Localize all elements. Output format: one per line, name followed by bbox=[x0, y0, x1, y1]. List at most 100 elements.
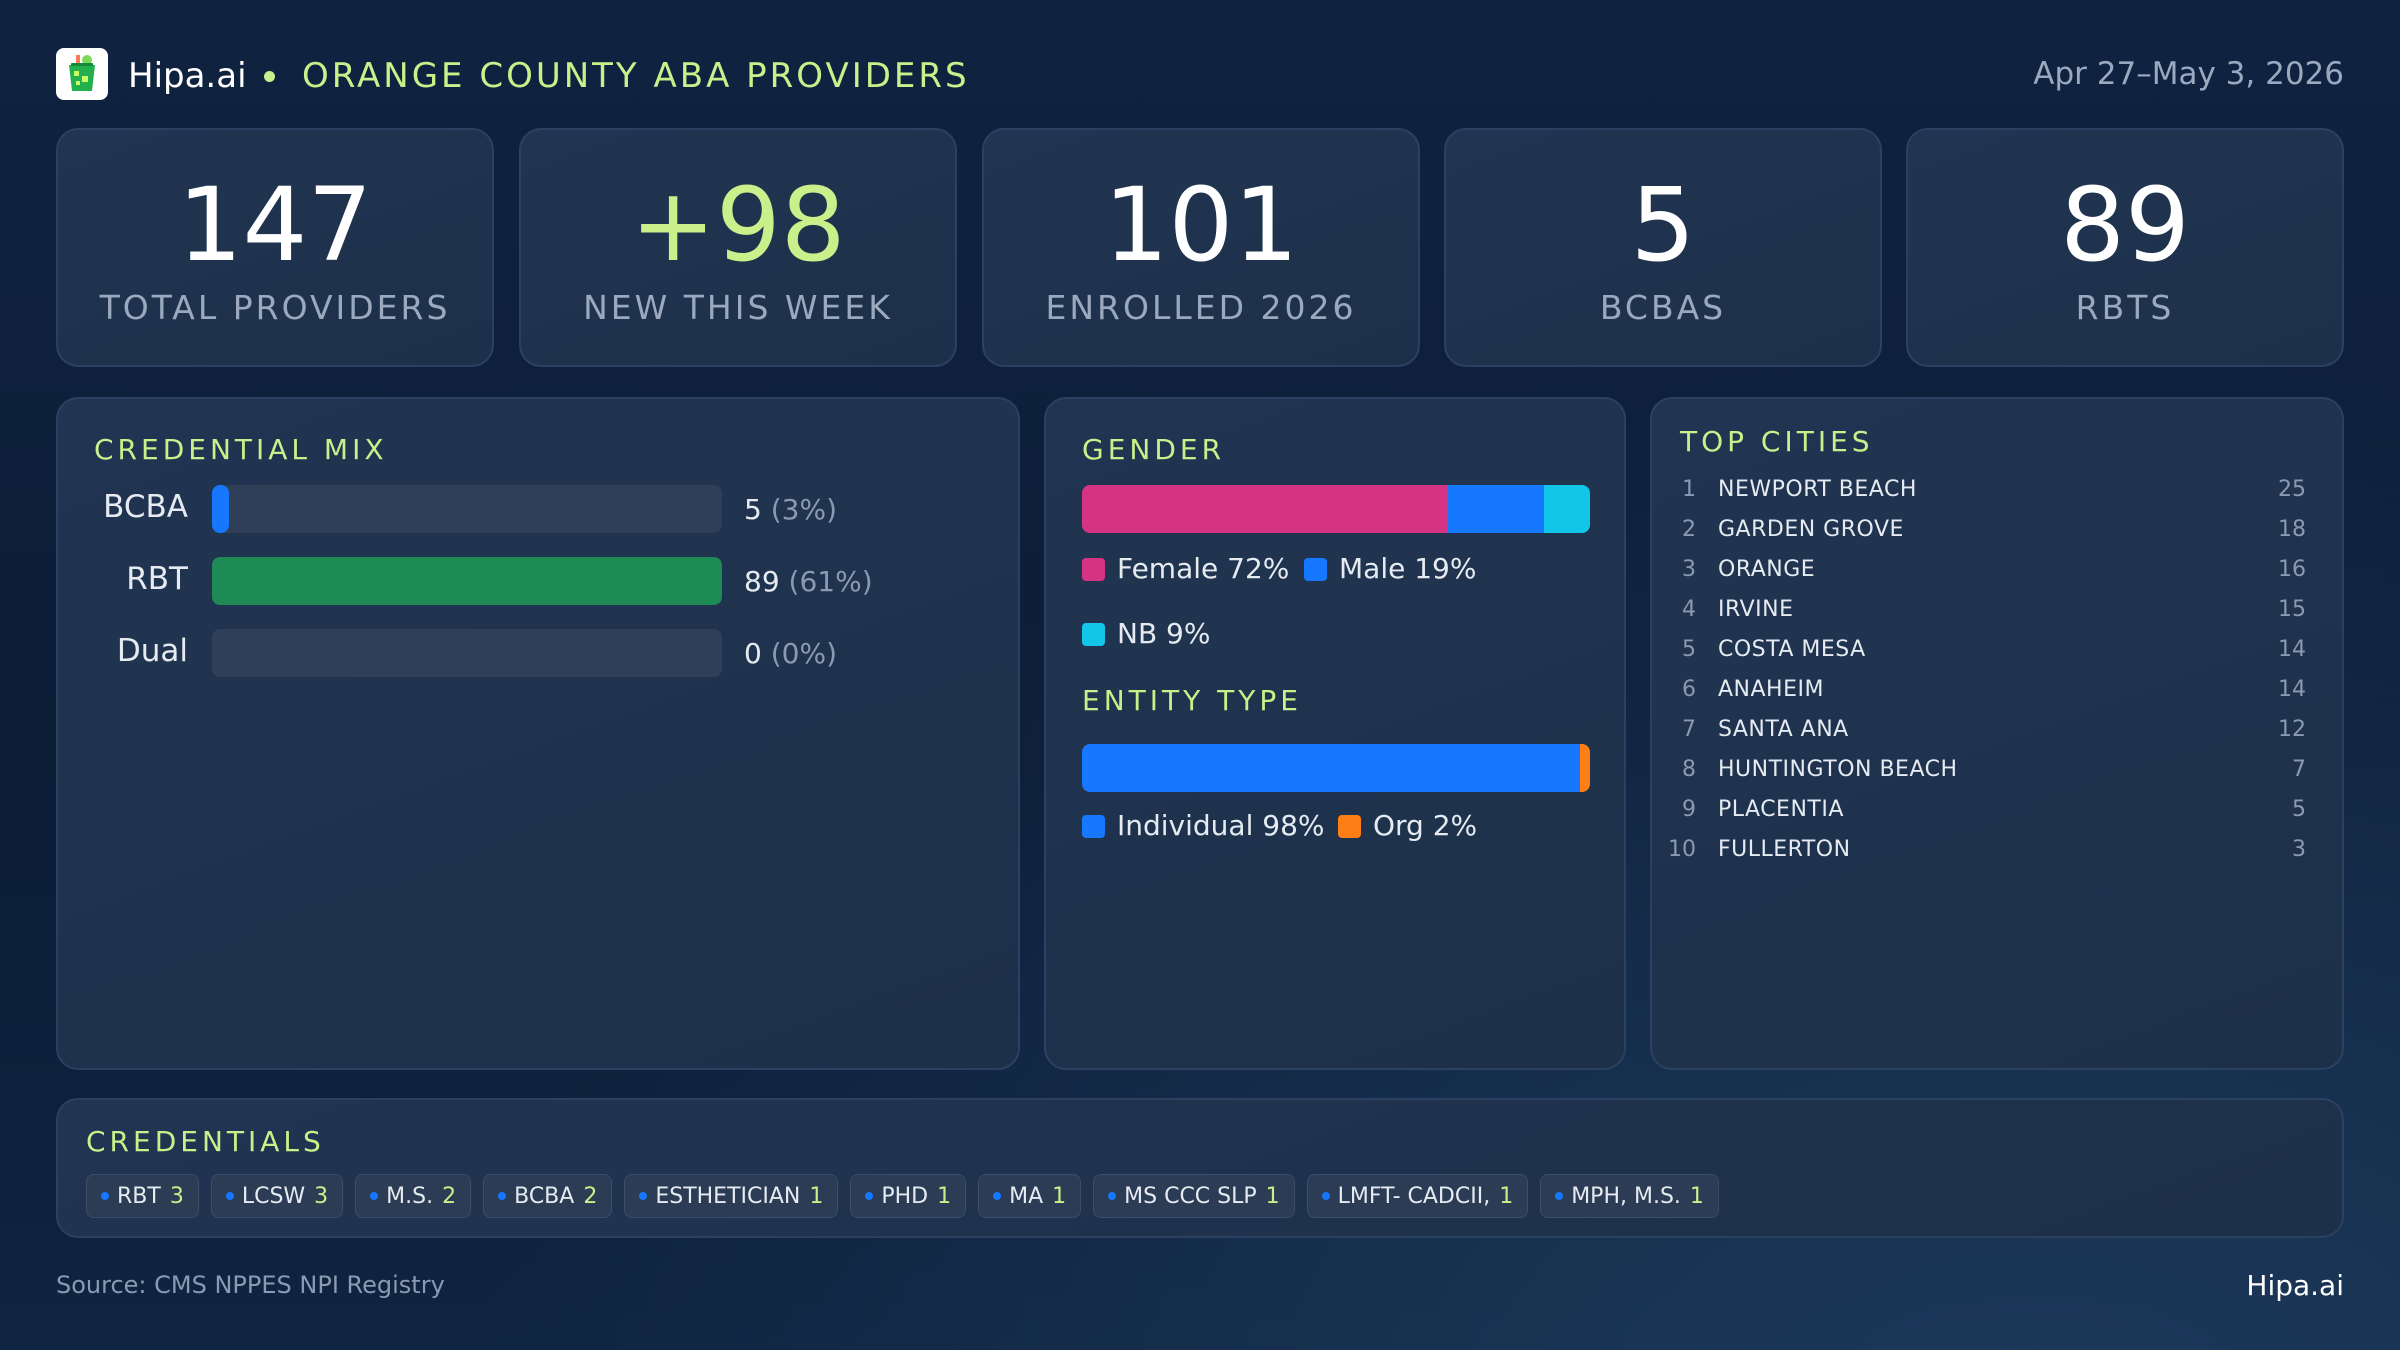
credential-mix-count: 5 bbox=[744, 493, 762, 526]
kpi-card-new-this-week: +98 NEW THIS WEEK bbox=[519, 128, 957, 367]
credential-chip: RBT 3 bbox=[86, 1174, 199, 1218]
city-count: 7 bbox=[2292, 757, 2306, 782]
credential-chips: RBT 3 LCSW 3 M.S. 2 BCBA 2 ESTHETICIAN 1 PHD 1 MA 1 MS… bbox=[86, 1174, 1719, 1218]
chip-dot bbox=[1555, 1192, 1564, 1200]
credential-mix-row: Dual 0 (0%) bbox=[58, 629, 1018, 677]
credential-chip: BCBA 2 bbox=[483, 1174, 613, 1218]
chip-dot bbox=[1108, 1192, 1117, 1200]
chip-count: 2 bbox=[583, 1183, 598, 1209]
credential-chip: MPH, M.S. 1 bbox=[1540, 1174, 1719, 1218]
credential-mix-bar bbox=[212, 557, 722, 605]
city-rank: 2 bbox=[1682, 517, 1696, 542]
credentials-title: CREDENTIALS bbox=[86, 1125, 325, 1158]
city-rank: 4 bbox=[1682, 597, 1696, 622]
kpi-label: BCBAS bbox=[1599, 288, 1727, 327]
legend-label: Male 19% bbox=[1339, 552, 1477, 585]
chip-count: 3 bbox=[169, 1183, 184, 1209]
date-range: Apr 27–May 3, 2026 bbox=[2033, 56, 2344, 92]
chip-label: MS CCC SLP bbox=[1124, 1183, 1257, 1209]
credential-chip: PHD 1 bbox=[850, 1174, 967, 1218]
entity-type-title: ENTITY TYPE bbox=[1082, 684, 1302, 717]
legend-swatch bbox=[1082, 558, 1105, 581]
legend-swatch bbox=[1082, 815, 1105, 838]
stack-segment bbox=[1082, 485, 1448, 533]
credential-mix-count: 89 bbox=[744, 565, 780, 598]
credential-mix-pct: (61%) bbox=[788, 565, 873, 598]
legend-swatch bbox=[1338, 815, 1361, 838]
city-rank: 6 bbox=[1682, 677, 1696, 702]
city-rank: 3 bbox=[1682, 557, 1696, 582]
city-name: HUNTINGTON BEACH bbox=[1718, 757, 1958, 782]
credential-mix-pct: (3%) bbox=[770, 493, 838, 526]
chip-count: 1 bbox=[809, 1183, 824, 1209]
city-count: 15 bbox=[2278, 597, 2306, 622]
chip-dot bbox=[865, 1192, 874, 1200]
kpi-card-total-providers: 147 TOTAL PROVIDERS bbox=[56, 128, 494, 367]
credential-chip: MA 1 bbox=[978, 1174, 1082, 1218]
city-row: 8 HUNTINGTON BEACH 7 bbox=[1680, 757, 2306, 797]
credential-mix-track bbox=[212, 629, 722, 677]
city-row: 6 ANAHEIM 14 bbox=[1680, 677, 2306, 717]
city-name: GARDEN GROVE bbox=[1718, 517, 1904, 542]
source-note: Source: CMS NPPES NPI Registry bbox=[56, 1271, 445, 1299]
chip-label: RBT bbox=[117, 1183, 161, 1209]
city-name: ANAHEIM bbox=[1718, 677, 1824, 702]
legend-label: Org 2% bbox=[1373, 809, 1478, 842]
legend-label: Female 72% bbox=[1117, 552, 1290, 585]
city-name: SANTA ANA bbox=[1718, 717, 1849, 742]
entity-type-stacked-bar bbox=[1082, 744, 1590, 792]
city-row: 1 NEWPORT BEACH 25 bbox=[1680, 477, 2306, 517]
city-count: 5 bbox=[2292, 797, 2306, 822]
gender-entity-panel: GENDER Female 72% Male 19% NB 9% ENTITY … bbox=[1044, 397, 1626, 1070]
kpi-card-bcbas: 5 BCBAS bbox=[1444, 128, 1882, 367]
city-count: 14 bbox=[2278, 677, 2306, 702]
city-name: COSTA MESA bbox=[1718, 637, 1866, 662]
city-name: PLACENTIA bbox=[1718, 797, 1844, 822]
kpi-card-enrolled-2026: 101 ENROLLED 2026 bbox=[982, 128, 1420, 367]
legend-swatch bbox=[1082, 623, 1105, 646]
chip-count: 1 bbox=[1499, 1183, 1514, 1209]
chip-count: 1 bbox=[1265, 1183, 1280, 1209]
chip-count: 1 bbox=[1689, 1183, 1704, 1209]
kpi-label: RBTS bbox=[2075, 288, 2175, 327]
chip-dot bbox=[498, 1192, 507, 1200]
credential-mix-label: RBT bbox=[126, 561, 188, 597]
city-row: 7 SANTA ANA 12 bbox=[1680, 717, 2306, 757]
stack-segment bbox=[1544, 485, 1590, 533]
credential-mix-label: Dual bbox=[116, 633, 188, 669]
city-rank: 8 bbox=[1682, 757, 1696, 782]
city-row: 4 IRVINE 15 bbox=[1680, 597, 2306, 637]
entity-legend-individual: Individual 98% bbox=[1082, 809, 1325, 842]
chip-dot bbox=[370, 1192, 379, 1200]
kpi-value: 5 bbox=[1630, 166, 1696, 285]
chip-label: ESTHETICIAN bbox=[655, 1183, 801, 1209]
credential-mix-value: 5 (3%) bbox=[744, 493, 837, 526]
chip-dot bbox=[639, 1192, 648, 1200]
city-count: 14 bbox=[2278, 637, 2306, 662]
city-name: ORANGE bbox=[1718, 557, 1816, 582]
credential-mix-track bbox=[212, 557, 722, 605]
gender-legend-male: Male 19% bbox=[1304, 552, 1476, 585]
city-name: IRVINE bbox=[1718, 597, 1794, 622]
stack-segment bbox=[1082, 744, 1580, 792]
top-cities-title: TOP CITIES bbox=[1680, 425, 1874, 458]
legend-label: NB 9% bbox=[1117, 617, 1211, 650]
chip-label: MPH, M.S. bbox=[1571, 1183, 1681, 1209]
cup-icon bbox=[56, 48, 108, 100]
credential-mix-row: RBT 89 (61%) bbox=[58, 557, 1018, 605]
chip-label: LCSW bbox=[241, 1183, 306, 1209]
credential-mix-count: 0 bbox=[744, 637, 762, 670]
stack-segment bbox=[1579, 744, 1590, 792]
gender-legend-nb: NB 9% bbox=[1082, 617, 1210, 650]
credential-chip: LMFT- CADCII, 1 bbox=[1306, 1174, 1529, 1218]
city-rank: 10 bbox=[1668, 837, 1696, 862]
city-row: 9 PLACENTIA 5 bbox=[1680, 797, 2306, 837]
chip-dot bbox=[993, 1192, 1002, 1200]
gender-legend-female: Female 72% bbox=[1082, 552, 1289, 585]
city-name: FULLERTON bbox=[1718, 837, 1851, 862]
chip-label: MA bbox=[1009, 1183, 1044, 1209]
chip-label: BCBA bbox=[514, 1183, 575, 1209]
kpi-value: +98 bbox=[630, 166, 846, 285]
city-name: NEWPORT BEACH bbox=[1718, 477, 1917, 502]
gender-stacked-bar bbox=[1082, 485, 1590, 533]
